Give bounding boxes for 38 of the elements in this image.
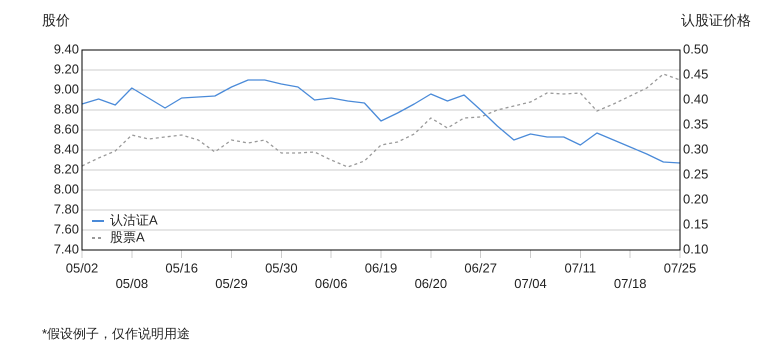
text: *假设例子，仅作说明用途 [42,325,190,343]
y2-tick-label: 0.30 [683,142,708,157]
y-tick-label: 7.80 [54,202,79,217]
y2-tick-label: 0.10 [683,242,708,257]
y2-tick-label: 0.20 [683,192,708,207]
x-tick-label: 05/30 [265,260,298,276]
y-tick-label: 8.80 [54,102,79,117]
y2-axis-title: 认股证价格 [681,12,751,30]
x-tick-label: 05/29 [215,276,248,291]
y2-tick-label: 0.25 [683,166,708,182]
x-tick-label: 06/06 [314,276,348,291]
y-tick-label: 8.00 [54,182,79,197]
x-tick-label: 05/16 [165,260,198,276]
x-tick-label: 07/04 [514,276,547,291]
y-tick-label: 9.00 [54,82,79,97]
y-tick-label: 7.40 [54,242,79,257]
y-tick-label: 8.20 [54,162,79,177]
x-tick-label: 07/18 [614,276,646,291]
x-tick-label: 05/08 [116,276,148,291]
x-tick-label: 07/11 [564,260,596,276]
x-tick-label: 06/20 [414,276,448,291]
y2-tick-label: 0.45 [683,66,708,82]
legend-label: 认沽证A [110,212,158,228]
y-axis-title: 股价 [42,12,70,30]
y-tick-label: 8.60 [54,122,79,137]
y2-tick-label: 0.15 [683,216,708,232]
y-tick-label: 9.40 [54,42,79,57]
legend-label: 股票A [110,230,145,245]
y2-tick-label: 0.40 [683,92,708,107]
y-tick-label: 7.60 [54,222,79,237]
y-tick-label: 8.40 [54,142,79,157]
x-tick-label: 06/19 [364,260,398,276]
y2-tick-label: 0.35 [683,116,708,132]
x-tick-label: 05/02 [66,260,98,276]
y-tick-label: 9.20 [54,62,79,77]
x-tick-label: 06/27 [464,260,497,276]
x-tick-label: 07/25 [664,260,696,276]
y2-tick-label: 0.50 [683,42,708,57]
